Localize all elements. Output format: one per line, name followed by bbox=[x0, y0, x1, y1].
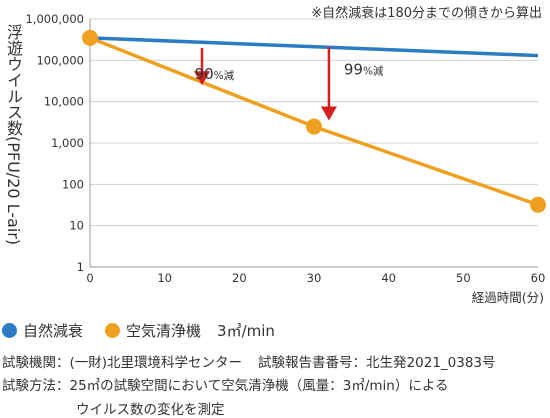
x-tick-label: 30 bbox=[307, 271, 322, 285]
y-tick-label: 10,000 bbox=[44, 95, 84, 109]
reduction-label: 99%減 bbox=[344, 61, 384, 79]
data-point bbox=[530, 196, 546, 213]
test-method: 試験方法：25㎥の試験空間において空気清浄機（風量：3㎥/min）による bbox=[2, 378, 449, 394]
y-tick-label: 100,000 bbox=[36, 53, 84, 67]
chart-area: 1 10 100 1,000 10,000 100,000 1,000,000 0 10 20 30… bbox=[25, 12, 546, 305]
report-number: 試験報告書番号：北生発2021_0383号 bbox=[258, 355, 496, 371]
footer-line-1: 試験機関：(一財)北里環境科学センター 試験報告書番号：北生発2021_0383号 bbox=[2, 351, 496, 371]
legend-dot-purifier bbox=[105, 323, 121, 338]
chart-note: ※自然減衰は180分までの傾きから算出 bbox=[311, 6, 542, 21]
y-axis-label: 浮遊ウイルス数(PFU/20 L-air) bbox=[4, 24, 23, 246]
x-tick-label: 20 bbox=[232, 271, 247, 285]
y-tick-label: 1 bbox=[77, 260, 84, 274]
data-point bbox=[306, 118, 322, 135]
y-tick-label: 1,000 bbox=[51, 136, 84, 150]
test-method-cont: ウイルス数の変化を測定 bbox=[76, 402, 225, 418]
x-tick-label: 40 bbox=[381, 271, 396, 285]
legend-dot-natural bbox=[2, 323, 17, 338]
x-axis-label: 経過時間(分) bbox=[472, 290, 544, 305]
legend-unit: 3㎥/min bbox=[217, 322, 275, 340]
x-tick-label: 60 bbox=[531, 271, 546, 285]
reduction-label-suffix: %減 bbox=[214, 69, 235, 82]
data-point bbox=[82, 29, 98, 46]
x-tick-label: 0 bbox=[86, 271, 93, 285]
legend-item-purifier: 空気清浄機 3㎥/min bbox=[105, 320, 275, 341]
y-tick-label: 10 bbox=[69, 219, 84, 233]
legend-item-natural: 自然減衰 bbox=[2, 320, 83, 341]
x-tick-label: 50 bbox=[456, 271, 471, 285]
reduction-arrowhead bbox=[194, 71, 210, 86]
legend-label-natural: 自然減衰 bbox=[23, 322, 84, 340]
reduction-arrowhead bbox=[320, 106, 337, 121]
legend-label-purifier: 空気清浄機 bbox=[126, 322, 202, 340]
y-tick-label: 100 bbox=[62, 177, 84, 191]
test-institution: 試験機関：(一財)北里環境科学センター bbox=[2, 355, 243, 371]
legend: 自然減衰 空気清浄機 3㎥/min bbox=[2, 320, 297, 341]
x-tick-label: 10 bbox=[157, 271, 172, 285]
reduction-label-suffix: %減 bbox=[363, 65, 384, 78]
series-line-1 bbox=[89, 36, 539, 58]
reduction-label: 90%減 bbox=[195, 65, 235, 83]
y-tick-label: 1,000,000 bbox=[25, 12, 84, 26]
